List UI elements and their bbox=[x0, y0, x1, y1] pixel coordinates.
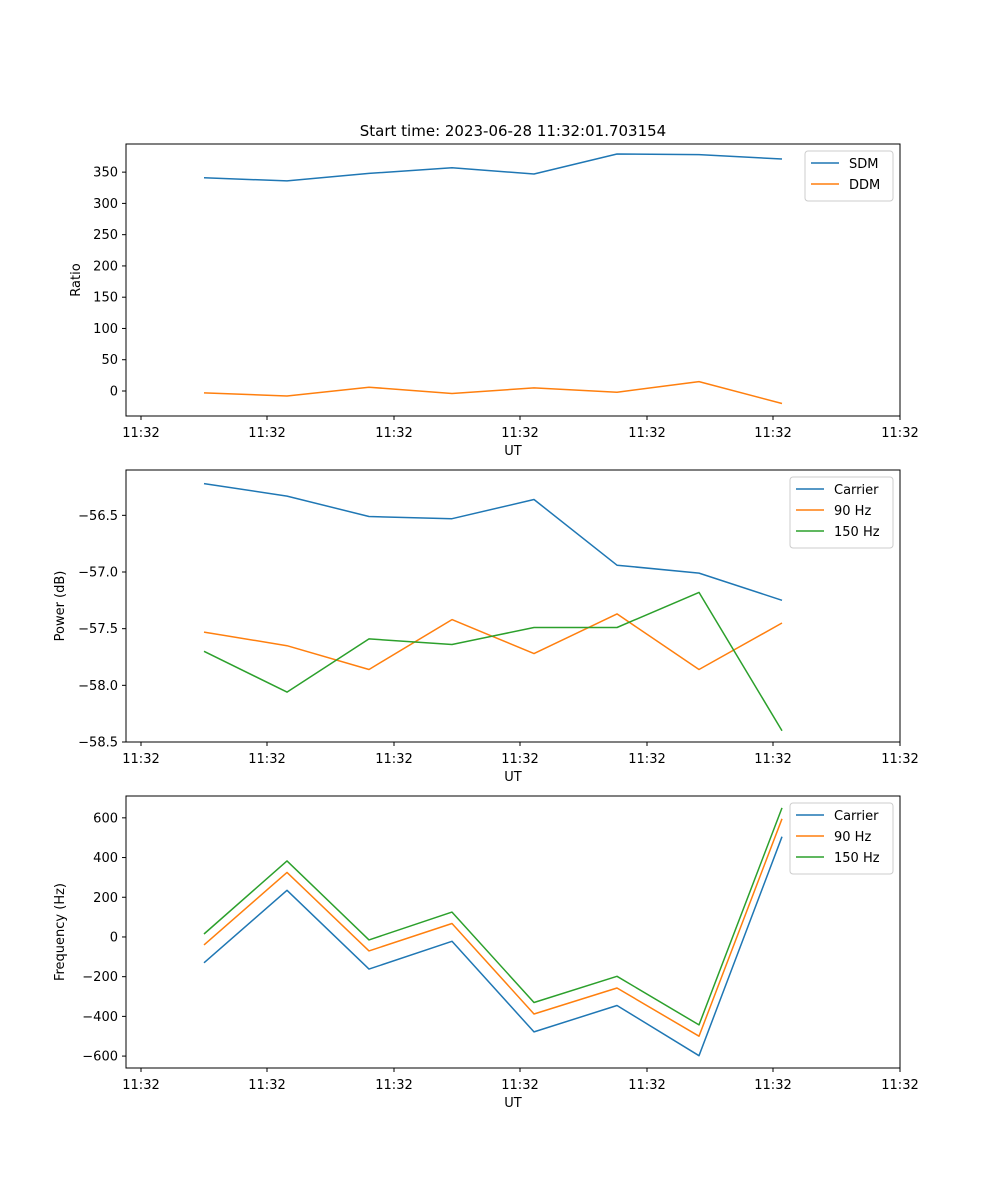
x-tick-label: 11:32 bbox=[628, 426, 665, 441]
axes-frame bbox=[125, 143, 901, 417]
y-tick-label: 100 bbox=[93, 322, 118, 337]
axes-frame bbox=[125, 469, 901, 743]
x-tick-label: 11:32 bbox=[881, 752, 918, 767]
y-tick-label: −400 bbox=[82, 1010, 118, 1025]
series-line bbox=[203, 482, 783, 602]
legend-label: 90 Hz bbox=[834, 830, 871, 845]
legend-label: 150 Hz bbox=[834, 851, 880, 866]
y-tick-label: −57.5 bbox=[78, 622, 118, 637]
y-axis-label: Frequency (Hz) bbox=[53, 883, 68, 981]
y-tick-label: −57.0 bbox=[78, 566, 118, 581]
x-tick-label: 11:32 bbox=[248, 426, 285, 441]
x-tick-label: 11:32 bbox=[628, 1078, 665, 1093]
y-tick-label: 50 bbox=[101, 353, 118, 368]
x-tick-label: 11:32 bbox=[754, 426, 791, 441]
x-tick-label: 11:32 bbox=[122, 1078, 159, 1093]
y-tick-label: 600 bbox=[93, 811, 118, 826]
x-tick-label: 11:32 bbox=[122, 752, 159, 767]
y-tick-label: 0 bbox=[110, 384, 118, 399]
x-axis-label: UT bbox=[504, 444, 522, 459]
x-tick-label: 11:32 bbox=[501, 426, 538, 441]
x-tick-label: 11:32 bbox=[501, 1078, 538, 1093]
x-tick-label: 11:32 bbox=[754, 752, 791, 767]
series-line bbox=[203, 591, 783, 732]
y-axis-label: Ratio bbox=[69, 263, 84, 296]
y-axis-label: Power (dB) bbox=[53, 571, 68, 642]
panel-power: −58.5 −58.0 −57.5 −57.0 −56.5 11:32 11:32 11:32… bbox=[53, 469, 919, 785]
y-tick-label: −200 bbox=[82, 970, 118, 985]
x-tick-label: 11:32 bbox=[375, 1078, 412, 1093]
legend-label: Carrier bbox=[834, 483, 879, 498]
series-line bbox=[203, 613, 783, 671]
figure-title: Start time: 2023-06-28 11:32:01.703154 bbox=[360, 122, 666, 140]
y-tick-label: −600 bbox=[82, 1050, 118, 1065]
legend-label: 150 Hz bbox=[834, 525, 880, 540]
y-tick-label: −56.5 bbox=[78, 509, 118, 524]
x-tick-label: 11:32 bbox=[628, 752, 665, 767]
y-tick-label: 400 bbox=[93, 851, 118, 866]
x-tick-label: 11:32 bbox=[375, 752, 412, 767]
legend-label: 90 Hz bbox=[834, 504, 871, 519]
series-line bbox=[203, 380, 783, 405]
series-line bbox=[203, 818, 783, 1037]
x-tick-label: 11:32 bbox=[754, 1078, 791, 1093]
y-tick-label: 0 bbox=[110, 930, 118, 945]
x-axis-label: UT bbox=[504, 770, 522, 785]
panel-ratio: 0 50 100 150 200 250 300 350 11:32 11:32 11:32 11:3… bbox=[69, 143, 919, 459]
series-line bbox=[203, 836, 783, 1057]
x-tick-label: 11:32 bbox=[248, 1078, 285, 1093]
series-line bbox=[203, 807, 783, 1026]
y-tick-label: 300 bbox=[93, 197, 118, 212]
legend-label: Carrier bbox=[834, 809, 879, 824]
panel-frequency: −600 −400 −200 0 200 400 600 11:32 11:32 11:32 11:… bbox=[53, 795, 919, 1111]
x-tick-label: 11:32 bbox=[881, 426, 918, 441]
y-tick-label: 150 bbox=[93, 291, 118, 306]
x-tick-label: 11:32 bbox=[122, 426, 159, 441]
legend-label: SDM bbox=[849, 157, 878, 172]
y-tick-label: 250 bbox=[93, 228, 118, 243]
x-tick-label: 11:32 bbox=[375, 426, 412, 441]
y-tick-label: 200 bbox=[93, 259, 118, 274]
x-tick-label: 11:32 bbox=[881, 1078, 918, 1093]
y-tick-label: 200 bbox=[93, 891, 118, 906]
series-line bbox=[203, 153, 783, 182]
axes-frame bbox=[125, 795, 901, 1069]
legend-label: DDM bbox=[849, 178, 880, 193]
y-tick-label: −58.5 bbox=[78, 736, 118, 751]
x-tick-label: 11:32 bbox=[501, 752, 538, 767]
y-tick-label: −58.0 bbox=[78, 679, 118, 694]
x-axis-label: UT bbox=[504, 1096, 522, 1111]
x-tick-label: 11:32 bbox=[248, 752, 285, 767]
y-tick-label: 350 bbox=[93, 166, 118, 181]
